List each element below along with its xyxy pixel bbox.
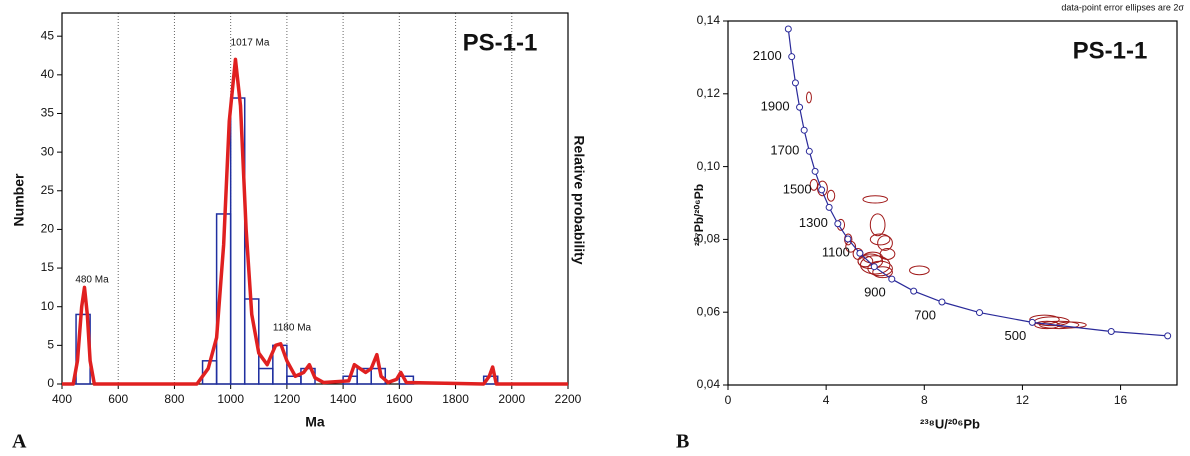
- probability-curve: [62, 57, 568, 386]
- age-marker: [1028, 318, 1036, 326]
- error-ellipse: [872, 266, 893, 279]
- age-label: 1300: [799, 215, 828, 230]
- y-axis-label: Number: [11, 173, 27, 226]
- age-marker: [910, 287, 918, 295]
- y-tick-label: 0,10: [697, 159, 721, 173]
- age-marker: [844, 235, 852, 243]
- age-label: 1700: [770, 143, 799, 158]
- age-marker: [791, 79, 799, 87]
- x-tick-label: 1600: [386, 392, 413, 406]
- age-marker: [1164, 332, 1172, 340]
- error-ellipse: [817, 180, 828, 197]
- age-marker: [800, 126, 808, 134]
- age-marker: [975, 309, 983, 317]
- error-ellipse: [857, 255, 874, 268]
- y2-axis-label: Relative probability: [571, 135, 587, 264]
- y-tick-label: 20: [41, 222, 55, 236]
- x-tick-label: 2000: [498, 392, 525, 406]
- x-tick-label: 1400: [330, 392, 357, 406]
- error-ellipse: [845, 240, 857, 253]
- panel-label: B: [676, 431, 689, 453]
- age-marker: [796, 103, 804, 111]
- age-marker: [870, 263, 878, 271]
- x-axis-label: ²³⁸U/²⁰⁶Pb: [920, 416, 980, 431]
- age-marker: [938, 298, 946, 306]
- age-label: 1500: [783, 181, 812, 196]
- x-tick-label: 0: [725, 393, 732, 407]
- age-marker: [834, 220, 842, 228]
- x-tick-label: 8: [921, 393, 928, 407]
- age-label: 1900: [761, 99, 790, 114]
- plot-frame: [61, 12, 569, 385]
- error-ellipse: [809, 178, 819, 191]
- age-marker: [818, 186, 826, 194]
- annotation: 1017 Ma: [231, 38, 270, 49]
- age-marker: [805, 147, 813, 155]
- age-marker: [811, 167, 819, 175]
- error-ellipse: [1039, 320, 1080, 330]
- age-marker: [856, 249, 864, 257]
- annotation: 1180 Ma: [273, 323, 312, 334]
- bar: [229, 97, 246, 385]
- plot-frame: [727, 20, 1178, 386]
- y-tick-label: 0,08: [697, 232, 721, 246]
- x-tick-label: 4: [823, 393, 830, 407]
- age-marker: [784, 25, 792, 33]
- y-tick-label: 45: [41, 28, 55, 42]
- x-tick-label: 600: [108, 392, 128, 406]
- age-label: 900: [864, 285, 886, 300]
- error-ellipse: [909, 265, 930, 276]
- chart-title: PS-1-1: [463, 29, 538, 56]
- x-tick-label: 12: [1016, 393, 1030, 407]
- annotation: 480 Ma: [75, 275, 109, 286]
- y-tick-label: 0,04: [697, 377, 721, 391]
- bar: [258, 367, 274, 385]
- error-ellipse: [806, 91, 812, 104]
- x-tick-label: 16: [1114, 393, 1128, 407]
- age-label: 1100: [822, 245, 850, 260]
- age-label: 700: [914, 307, 936, 322]
- chart-title: PS-1-1: [1073, 37, 1148, 64]
- age-marker: [888, 275, 896, 283]
- y-tick-label: 10: [41, 299, 55, 313]
- error-ellipse: [879, 248, 896, 260]
- y-tick-label: 30: [41, 144, 55, 158]
- y-tick-label: 15: [41, 260, 55, 274]
- error-ellipse: [862, 195, 888, 204]
- bar: [286, 375, 302, 385]
- y-tick-label: 5: [47, 338, 54, 352]
- y-tick-label: 25: [41, 183, 55, 197]
- x-tick-label: 1800: [442, 392, 469, 406]
- panel-label: A: [12, 431, 27, 453]
- x-tick-label: 800: [164, 392, 184, 406]
- note: data-point error ellipses are 2σ: [1061, 2, 1184, 12]
- y-tick-label: 35: [41, 106, 55, 120]
- y-tick-label: 40: [41, 67, 55, 81]
- y-tick-label: 0,12: [697, 86, 721, 100]
- x-tick-label: 1000: [217, 392, 244, 406]
- age-marker: [825, 203, 833, 211]
- x-tick-label: 400: [52, 392, 72, 406]
- age-label: 500: [1005, 328, 1027, 343]
- error-ellipse: [869, 213, 886, 237]
- x-tick-label: 1200: [274, 392, 301, 406]
- error-ellipse: [877, 235, 893, 251]
- error-ellipse: [826, 189, 836, 202]
- age-marker: [788, 53, 796, 61]
- x-tick-label: 2200: [555, 392, 582, 406]
- age-marker: [1107, 327, 1115, 335]
- y-axis-label: ²⁰⁷Pb/²⁰⁶Pb: [692, 184, 706, 246]
- y-tick-label: 0,06: [697, 304, 721, 318]
- concordia-curve: [787, 28, 1168, 337]
- error-ellipse: [869, 233, 891, 246]
- age-label: 2100: [753, 48, 782, 63]
- y-tick-label: 0: [47, 376, 54, 390]
- x-axis-label: Ma: [305, 414, 325, 430]
- y-tick-label: 0,14: [697, 13, 721, 27]
